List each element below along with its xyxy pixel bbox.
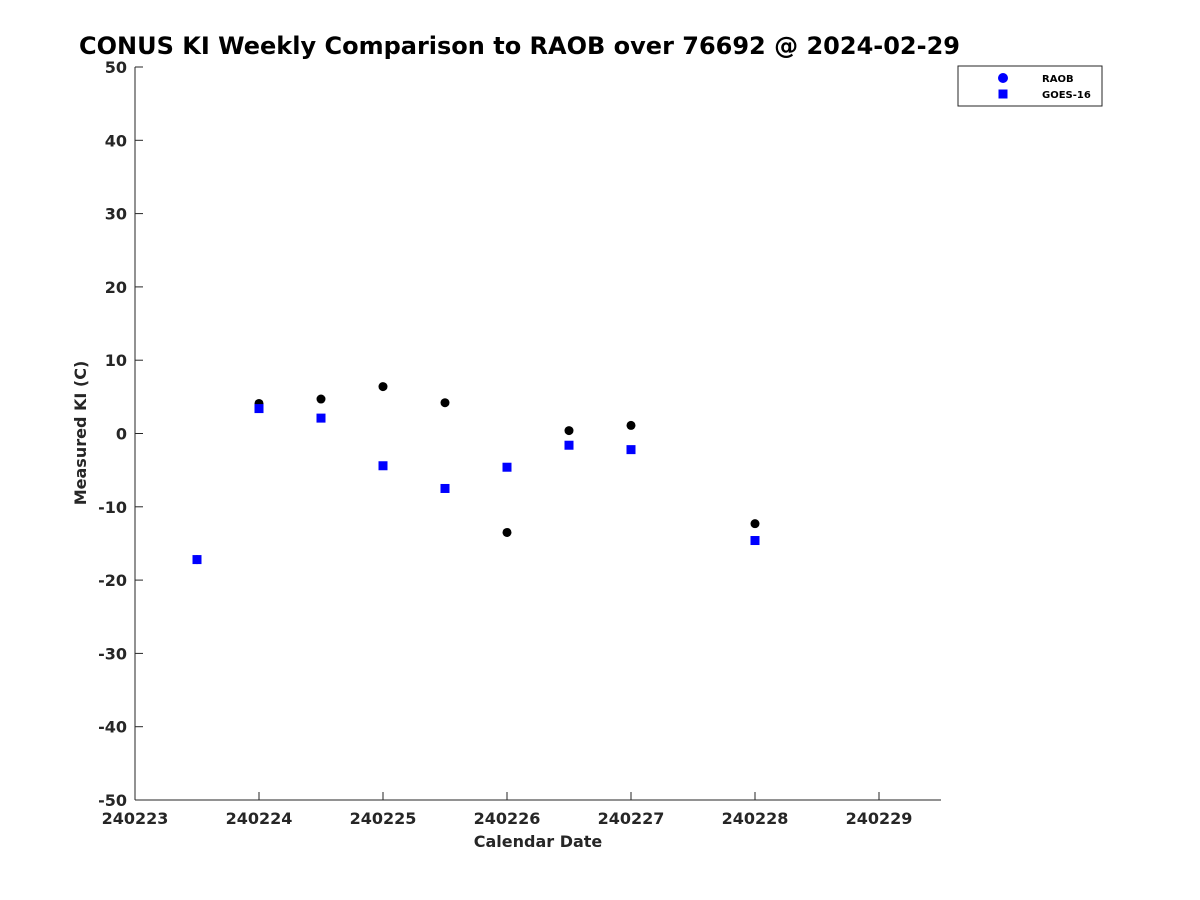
y-tick-label: -20 <box>98 571 127 590</box>
goes-16-point <box>440 483 450 493</box>
goes-16-point <box>626 445 636 455</box>
y-tick-label: 40 <box>105 131 127 150</box>
y-axis-label: Measured KI (C) <box>71 361 90 506</box>
y-tick-label: 10 <box>105 351 127 370</box>
x-axis-label: Calendar Date <box>474 832 603 851</box>
y-tick-label: 30 <box>105 205 127 224</box>
x-tick-label: 240229 <box>846 809 913 828</box>
x-tick-label: 240228 <box>722 809 789 828</box>
y-tick-label: -30 <box>98 644 127 663</box>
goes-16-point <box>254 404 264 414</box>
y-tick-label: 50 <box>105 58 127 77</box>
x-tick-label: 240225 <box>350 809 417 828</box>
goes-16-point <box>192 555 202 565</box>
raob-point <box>378 382 388 392</box>
raob-point <box>564 426 574 436</box>
x-tick-label: 240226 <box>474 809 541 828</box>
legend-raob-label: RAOB <box>1042 74 1074 85</box>
x-tick-label: 240227 <box>598 809 665 828</box>
legend: RAOB GOES-16 <box>957 65 1103 107</box>
y-tick-label: -50 <box>98 791 127 810</box>
goes-16-point <box>316 413 326 423</box>
raob-point <box>626 420 636 430</box>
x-tick-label: 240223 <box>102 809 169 828</box>
y-tick-label: -10 <box>98 498 127 517</box>
y-tick-label: 0 <box>116 425 127 444</box>
goes-16-point <box>378 461 388 471</box>
raob-point <box>750 519 760 529</box>
y-tick-label: 20 <box>105 278 127 297</box>
goes-16-point <box>564 440 574 450</box>
goes-16-point <box>750 536 760 546</box>
raob-point <box>440 398 450 408</box>
plot-axes <box>134 67 941 801</box>
goes-16-point <box>502 462 512 472</box>
legend-goes-label: GOES-16 <box>1042 90 1091 101</box>
x-axis-ticks: 240223 240224 240225 240226 240227 240228 2402… <box>102 792 913 828</box>
x-tick-label: 240224 <box>226 809 293 828</box>
legend-box <box>957 65 1103 107</box>
raob-point <box>316 394 326 404</box>
y-tick-label: -40 <box>98 718 127 737</box>
legend-raob-marker <box>998 73 1008 83</box>
y-axis-ticks: 50 40 30 20 10 0 -10 -20 -30 -40 -50 <box>98 58 143 810</box>
chart-title: CONUS KI Weekly Comparison to RAOB over … <box>79 32 960 60</box>
raob-point <box>502 527 512 537</box>
data-points <box>192 382 760 565</box>
legend-goes-marker <box>998 89 1008 99</box>
